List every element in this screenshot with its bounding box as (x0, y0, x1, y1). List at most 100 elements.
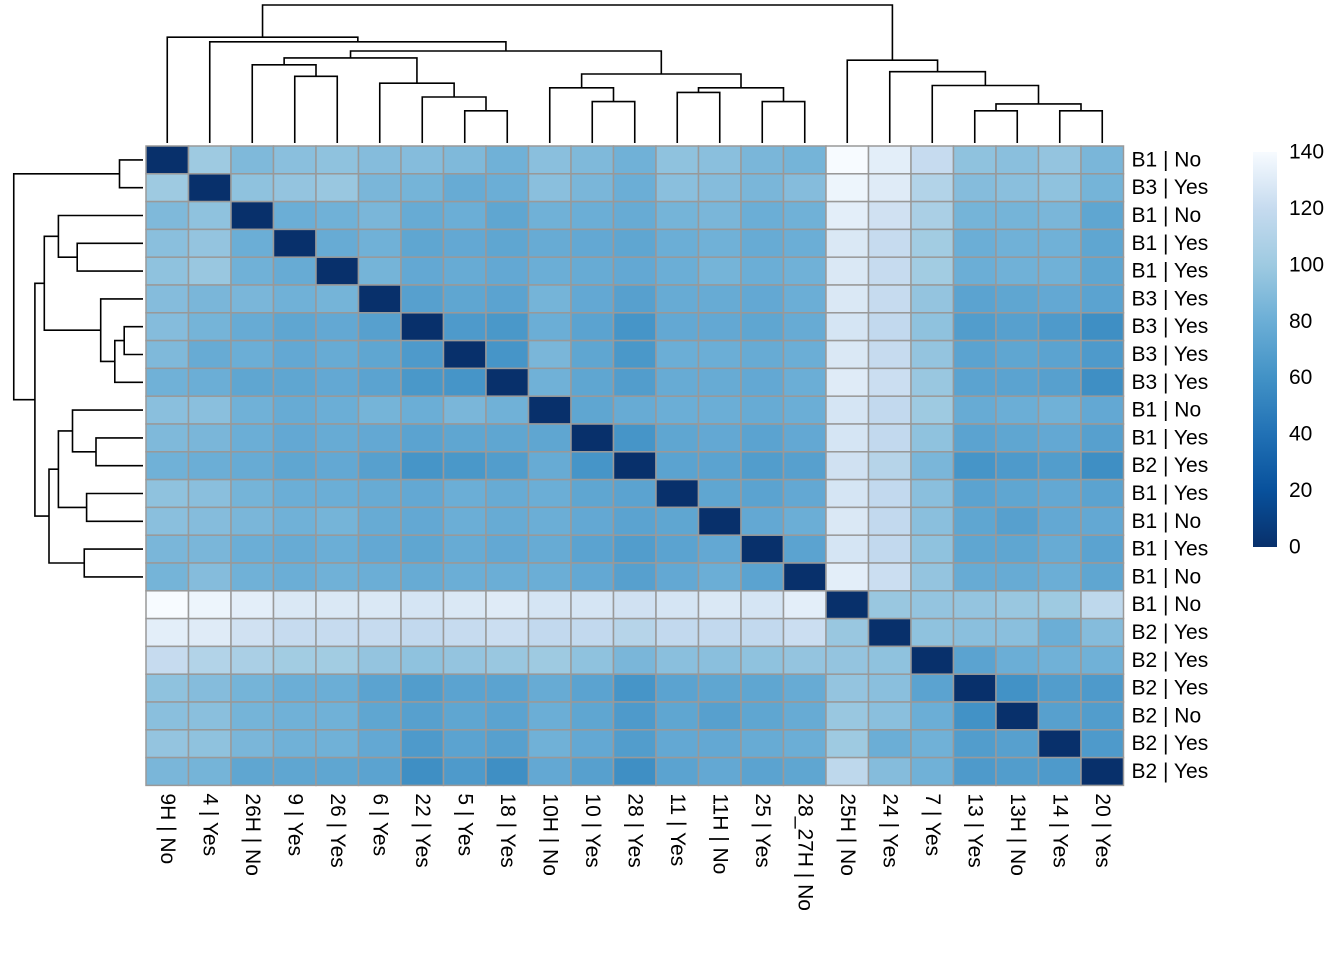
heatmap-cell-r7-c21 (1037, 339, 1082, 370)
heatmap-cell-r6-c22 (1080, 312, 1125, 342)
heatmap-cell-r15-c22 (1080, 562, 1125, 592)
heatmap-cell-r4-c15 (782, 256, 827, 286)
heatmap-cell-r4-c2 (230, 256, 275, 286)
heatmap-cell-r12-c9 (527, 478, 572, 509)
column-label: 22 | Yes (411, 793, 434, 867)
heatmap-cell-r21-c10 (570, 729, 615, 759)
heatmap-cell-r9-c8 (485, 395, 530, 425)
heatmap-cell-r6-c3 (272, 312, 317, 342)
column-label: 7 | Yes (921, 793, 944, 856)
dendrogram-branch (95, 437, 143, 467)
heatmap-cell-r20-c3 (272, 701, 317, 731)
heatmap-cell-r7-c15 (782, 339, 827, 370)
heatmap-cell-r11-c8 (485, 451, 530, 481)
heatmap-cell-r15-c9 (527, 562, 572, 592)
heatmap-cell-r6-c13 (697, 312, 742, 342)
dendrogram-branch (293, 75, 339, 143)
heatmap-cell-r1-c2 (230, 173, 275, 203)
dendrogram-branch (421, 96, 487, 143)
dendrogram-branch (48, 468, 85, 564)
heatmap-cell-r0-c15 (782, 145, 827, 175)
heatmap-cell-r15-c16 (825, 562, 870, 592)
dendrogram-branch (846, 59, 939, 143)
dendrogram-branch (378, 82, 455, 143)
heatmap-cell-r15-c5 (357, 562, 402, 592)
heatmap-cell-r7-c2 (230, 339, 275, 370)
dendrogram-branch (697, 87, 785, 102)
heatmap-cell-r17-c6 (400, 617, 445, 648)
heatmap-cell-r21-c20 (995, 729, 1040, 759)
heatmap-cell-r2-c20 (995, 200, 1040, 231)
row-label: B1 | No (1132, 565, 1202, 588)
heatmap-cell-r13-c14 (740, 506, 785, 536)
heatmap-cell-r18-c21 (1037, 645, 1082, 675)
heatmap-cell-r7-c16 (825, 339, 870, 370)
heatmap-cell-r14-c4 (315, 534, 360, 564)
heatmap-cell-r9-c10 (570, 395, 615, 425)
heatmap-cell-r8-c9 (527, 367, 572, 397)
heatmap-cell-r7-c0 (145, 339, 190, 370)
heatmap-cell-r16-c19 (952, 590, 997, 620)
heatmap-cell-r7-c19 (952, 339, 997, 370)
heatmap-cell-r7-c12 (655, 339, 700, 370)
heatmap-cell-r6-c15 (782, 312, 827, 342)
heatmap-cell-r21-c7 (442, 729, 487, 759)
heatmap-cell-r19-c6 (400, 673, 445, 703)
column-labels: 9H | No 4 | Yes 26H | No 9 | Yes 26 | Yes 6 |… (156, 793, 1114, 911)
heatmap-cell-r17-c14 (740, 617, 785, 648)
heatmap-cell-r1-c8 (485, 173, 530, 203)
dendrogram-branch (99, 298, 143, 363)
heatmap-cell-r19-c5 (357, 673, 402, 703)
heatmap-cell-r1-c22 (1080, 173, 1125, 203)
heatmap-cell-r20-c13 (697, 701, 742, 731)
heatmap-cell-r10-c18 (910, 423, 955, 453)
heatmap-cell-r8-c7 (442, 367, 487, 397)
heatmap-cell-r14-c18 (910, 534, 955, 564)
heatmap-cell-r1-c13 (697, 173, 742, 203)
heatmap-cell-r13-c1 (187, 506, 232, 536)
heatmap-cell-r10-c4 (315, 423, 360, 453)
column-label: 25H | No (836, 793, 859, 876)
dendrogram-branch (761, 100, 806, 143)
heatmap-cell-r18-c12 (655, 645, 700, 675)
heatmap-cell-r3-c9 (527, 228, 572, 258)
heatmap-cell-r19-c12 (655, 673, 700, 703)
heatmap-cell-r0-c12 (655, 145, 700, 175)
heatmap-cell-r10-c8 (485, 423, 530, 453)
heatmap-cell-r4-c16 (825, 256, 870, 286)
heatmap-cell-r9-c20 (995, 395, 1040, 425)
heatmap-cell-r5-c18 (910, 284, 955, 314)
heatmap-cell-r10-c2 (230, 423, 275, 453)
heatmap-cell-r1-c18 (910, 173, 955, 203)
heatmap-cell-r8-c0 (145, 367, 190, 397)
heatmap-cell-r4-c1 (187, 256, 232, 286)
heatmap-cell-r12-c17 (867, 478, 912, 509)
column-label: 28 | Yes (623, 793, 646, 867)
heatmap-cell-r22-c1 (187, 756, 232, 787)
heatmap-cell-r16-c8 (485, 590, 530, 620)
heatmap-cell-r18-c19 (952, 645, 997, 675)
heatmap-cell-r15-c12 (655, 562, 700, 592)
heatmap-cell-r10-c20 (995, 423, 1040, 453)
heatmap-cell-r6-c4 (315, 312, 360, 342)
heatmap-cell-r11-c17 (867, 451, 912, 481)
heatmap-cell-r6-c6 (400, 312, 445, 342)
heatmap-cell-r17-c13 (697, 617, 742, 648)
heatmap-cell-r12-c4 (315, 478, 360, 509)
heatmap-cell-r13-c18 (910, 506, 955, 536)
heatmap-cell-r21-c5 (357, 729, 402, 759)
heatmap-cell-r13-c5 (357, 506, 402, 536)
heatmap-cell-r2-c19 (952, 200, 997, 231)
heatmap-cell-r3-c3 (272, 228, 317, 258)
heatmap-cell-r11-c14 (740, 451, 785, 481)
heatmap-cell-r18-c17 (867, 645, 912, 675)
heatmap-cell-r14-c21 (1037, 534, 1082, 564)
heatmap-cell-r11-c5 (357, 451, 402, 481)
heatmap-cell-r13-c6 (400, 506, 445, 536)
heatmap-cell-r14-c12 (655, 534, 700, 564)
heatmap-cell-r1-c7 (442, 173, 487, 203)
heatmap-cell-r3-c18 (910, 228, 955, 258)
heatmap-cell-r13-c13 (697, 506, 742, 536)
heatmap-cell-r0-c10 (570, 145, 615, 175)
heatmap-cell-r19-c10 (570, 673, 615, 703)
